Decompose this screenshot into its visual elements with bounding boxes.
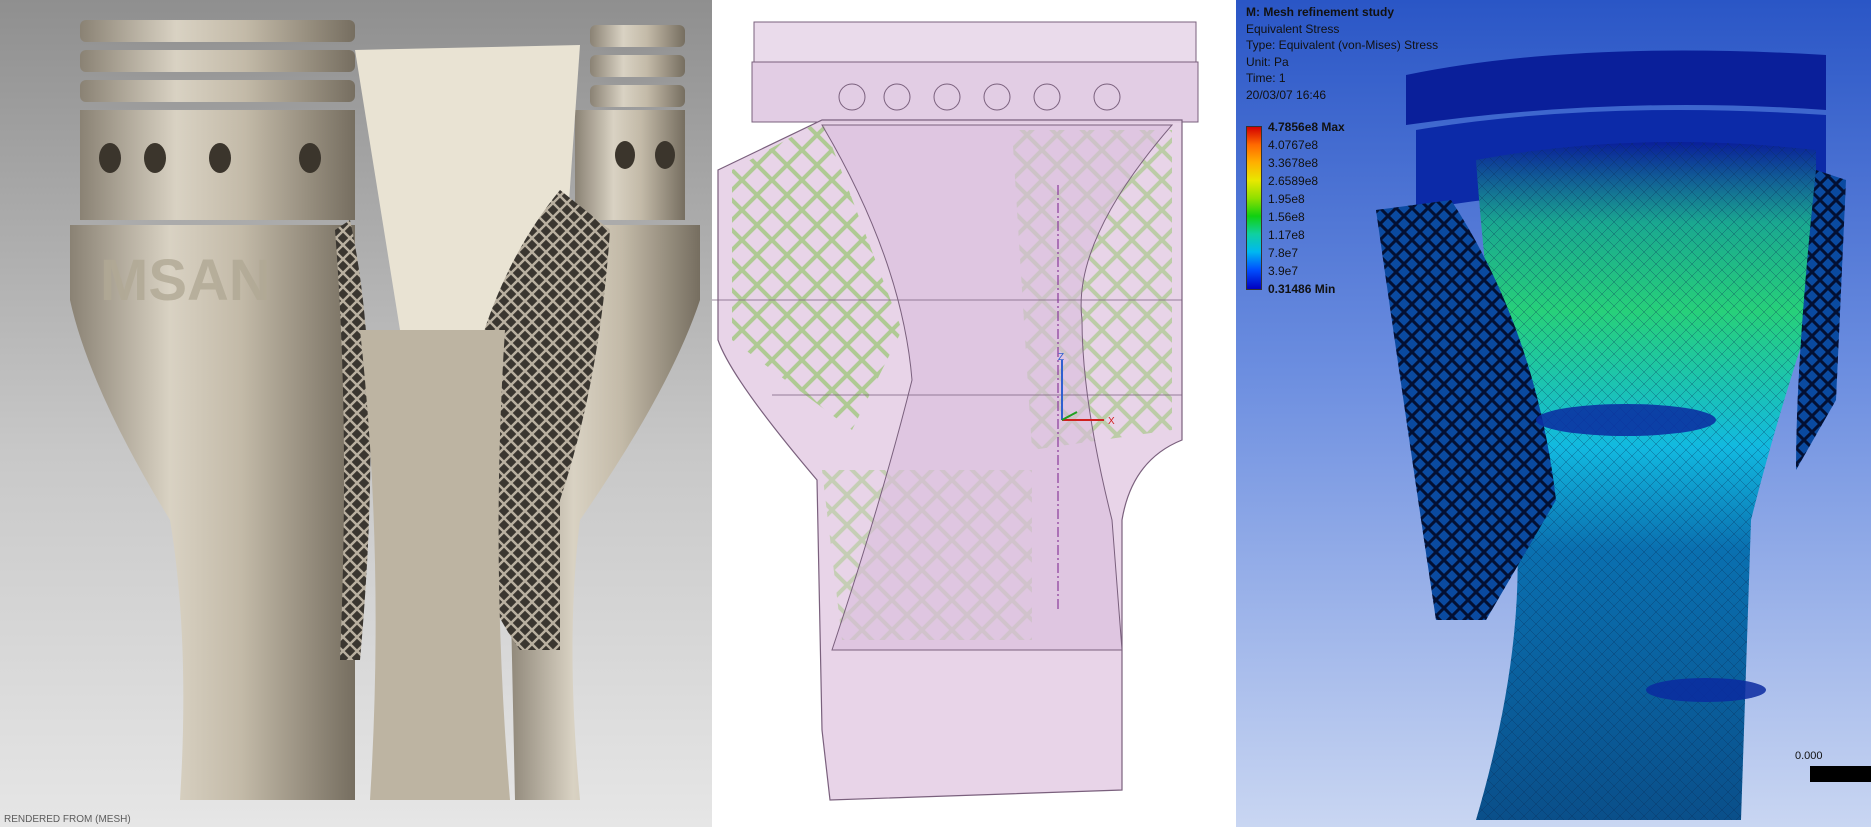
- legend-label: 2.6589e8: [1268, 174, 1319, 188]
- legend-color-bar: [1246, 126, 1262, 290]
- scale-bar-label: 0.000: [1795, 750, 1823, 762]
- legend-label: 3.3678e8: [1268, 156, 1319, 170]
- legend-label: 1.17e8: [1268, 228, 1305, 242]
- legend-min-label: 0.31486 Min: [1268, 282, 1336, 296]
- legend-label: 3.9e7: [1268, 264, 1299, 278]
- fea-result-panel: M: Mesh refinement study Equivalent Stre…: [1236, 0, 1871, 827]
- study-title: M: Mesh refinement study: [1246, 5, 1395, 19]
- legend-max-label: 4.7856e8 Max: [1268, 120, 1345, 134]
- render-footer-text: RENDERED FROM (MESH): [4, 814, 131, 825]
- legend-label: 1.56e8: [1268, 210, 1305, 224]
- result-type: Type: Equivalent (von-Mises) Stress: [1246, 38, 1439, 52]
- result-unit: Unit: Pa: [1246, 54, 1289, 69]
- cad-model-view: Z X: [712, 21, 1199, 801]
- legend-label: 1.95e8: [1268, 192, 1305, 206]
- scale-bar: [1810, 766, 1871, 782]
- legend-label: 4.0767e8: [1268, 138, 1319, 152]
- nozzle-render-image: MSAN: [70, 20, 700, 800]
- engraving-text: MSAN: [100, 248, 271, 313]
- result-info-block: M: Mesh refinement study Equivalent Stre…: [1246, 4, 1438, 103]
- legend-label: 7.8e7: [1268, 246, 1299, 260]
- axis-x-label: X: [1108, 416, 1115, 427]
- result-timestamp: 20/03/07 16:46: [1246, 87, 1327, 102]
- cad-view-panel: Z X: [712, 0, 1236, 827]
- result-name: Equivalent Stress: [1246, 21, 1340, 36]
- result-time: Time: 1: [1246, 71, 1286, 85]
- stress-contour-view: [1376, 50, 1846, 820]
- render-panel: MSAN RENDERED FROM (MESH): [0, 0, 712, 827]
- axis-z-label: Z: [1058, 352, 1064, 363]
